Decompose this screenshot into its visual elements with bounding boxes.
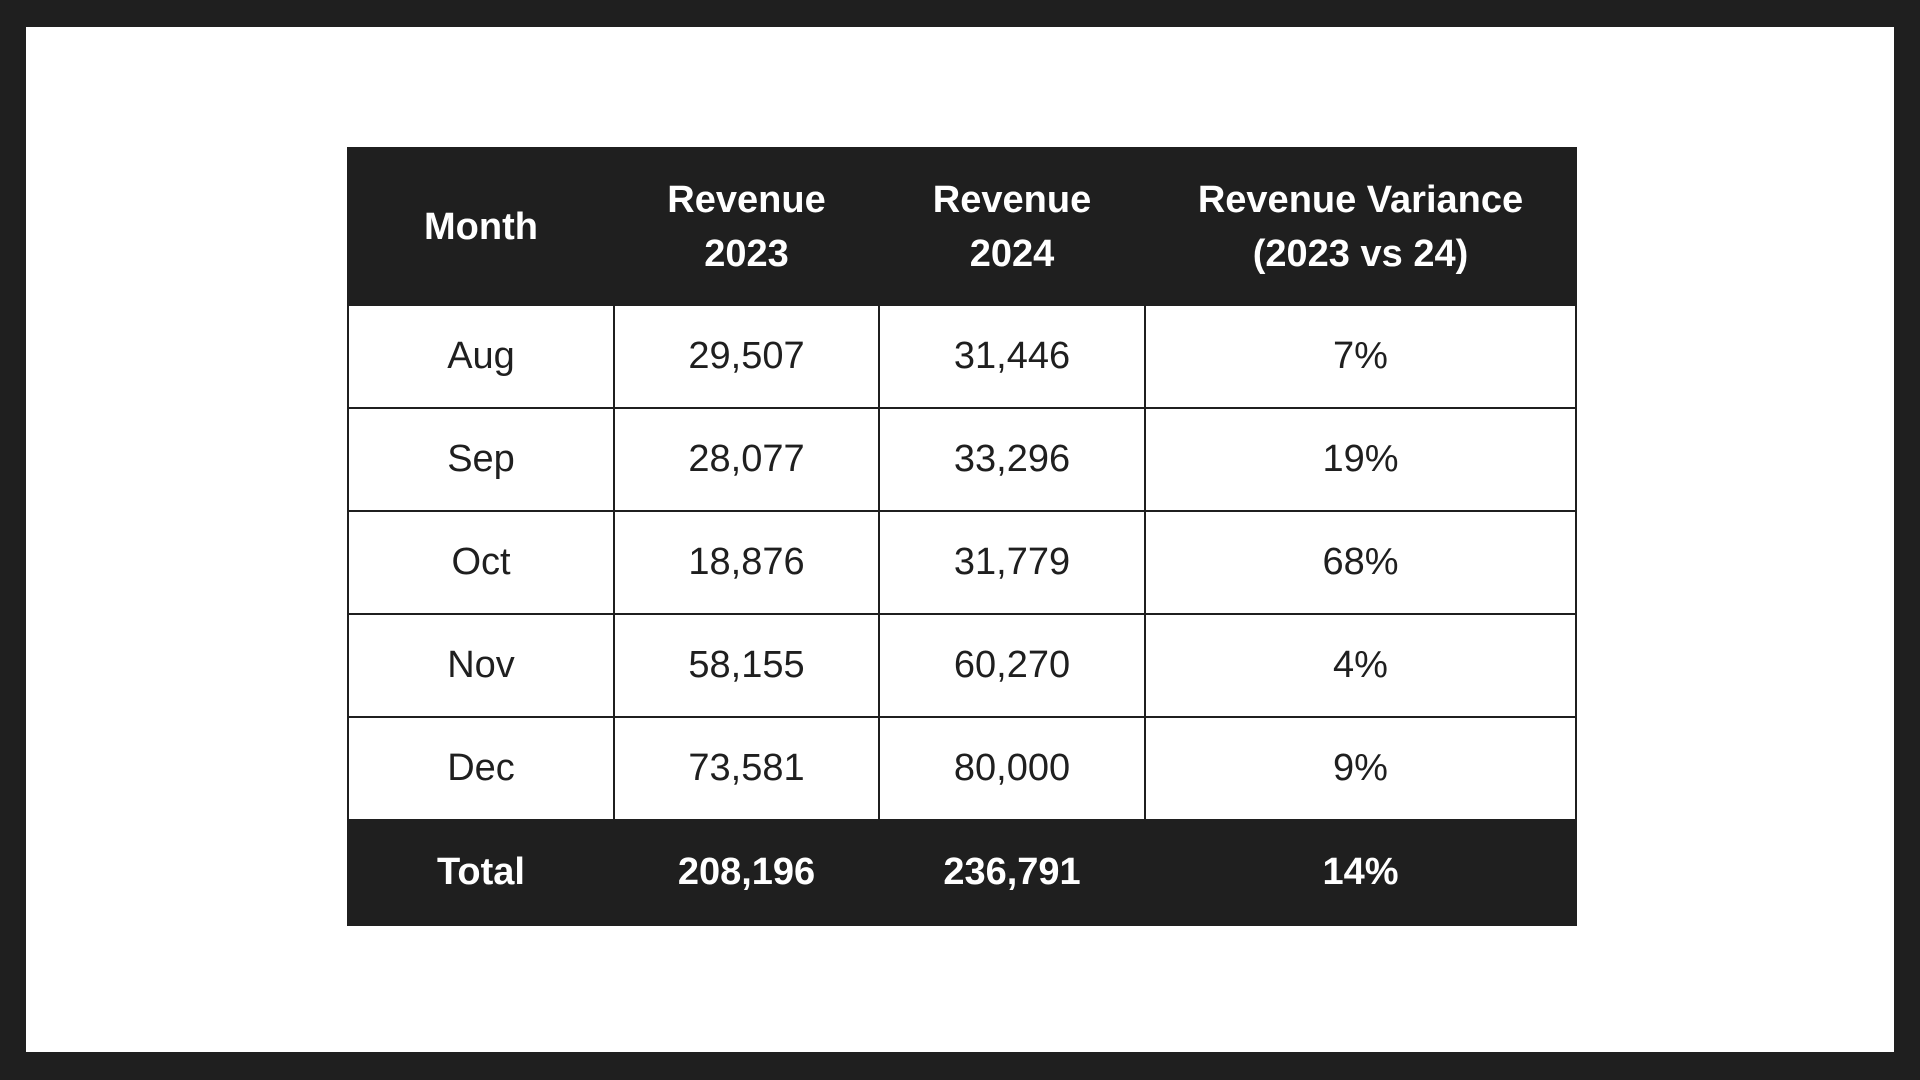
cell-variance: 7% <box>1144 304 1577 409</box>
cell-revenue-2024: 33,296 <box>878 407 1146 512</box>
cell-revenue-2023: 29,507 <box>613 304 880 409</box>
header-revenue-variance: Revenue Variance (2023 vs 24) <box>1144 147 1577 306</box>
table-body: Aug 29,507 31,446 7% Sep 28,077 33,296 1… <box>347 304 1577 821</box>
slide-canvas: Month Revenue 2023 Revenue 2024 Revenue … <box>26 27 1894 1052</box>
header-revenue-2023-line1: Revenue <box>667 178 826 221</box>
cell-month: Aug <box>347 304 615 409</box>
header-revenue-2024-line2: 2024 <box>969 232 1055 275</box>
table-row: Nov 58,155 60,270 4% <box>347 613 1577 718</box>
cell-variance: 68% <box>1144 510 1577 615</box>
cell-month: Nov <box>347 613 615 718</box>
table-row: Aug 29,507 31,446 7% <box>347 304 1577 409</box>
cell-revenue-2023: 73,581 <box>613 716 880 821</box>
cell-month: Sep <box>347 407 615 512</box>
revenue-table: Month Revenue 2023 Revenue 2024 Revenue … <box>347 147 1577 926</box>
header-month-label: Month <box>424 205 538 248</box>
header-month: Month <box>347 147 615 306</box>
cell-variance: 4% <box>1144 613 1577 718</box>
cell-revenue-2023: 28,077 <box>613 407 880 512</box>
header-revenue-variance-line2: (2023 vs 24) <box>1252 232 1469 275</box>
cell-variance: 19% <box>1144 407 1577 512</box>
total-label: Total <box>347 819 615 926</box>
cell-revenue-2023: 58,155 <box>613 613 880 718</box>
cell-revenue-2024: 60,270 <box>878 613 1146 718</box>
header-row: Month Revenue 2023 Revenue 2024 Revenue … <box>347 147 1577 306</box>
cell-revenue-2023: 18,876 <box>613 510 880 615</box>
table-header: Month Revenue 2023 Revenue 2024 Revenue … <box>347 147 1577 306</box>
cell-revenue-2024: 80,000 <box>878 716 1146 821</box>
header-revenue-2023-line2: 2023 <box>704 232 789 275</box>
header-revenue-2024-line1: Revenue <box>932 178 1092 221</box>
table-row: Oct 18,876 31,779 68% <box>347 510 1577 615</box>
cell-variance: 9% <box>1144 716 1577 821</box>
total-revenue-2023: 208,196 <box>613 819 880 926</box>
total-row: Total 208,196 236,791 14% <box>347 819 1577 926</box>
cell-month: Dec <box>347 716 615 821</box>
cell-revenue-2024: 31,446 <box>878 304 1146 409</box>
header-revenue-variance-line1: Revenue Variance <box>1197 178 1524 221</box>
table-footer: Total 208,196 236,791 14% <box>347 819 1577 926</box>
total-revenue-2024: 236,791 <box>878 819 1146 926</box>
header-revenue-2024: Revenue 2024 <box>878 147 1146 306</box>
cell-month: Oct <box>347 510 615 615</box>
table-row: Dec 73,581 80,000 9% <box>347 716 1577 821</box>
total-variance: 14% <box>1144 819 1577 926</box>
table-row: Sep 28,077 33,296 19% <box>347 407 1577 512</box>
cell-revenue-2024: 31,779 <box>878 510 1146 615</box>
header-revenue-2023: Revenue 2023 <box>613 147 880 306</box>
